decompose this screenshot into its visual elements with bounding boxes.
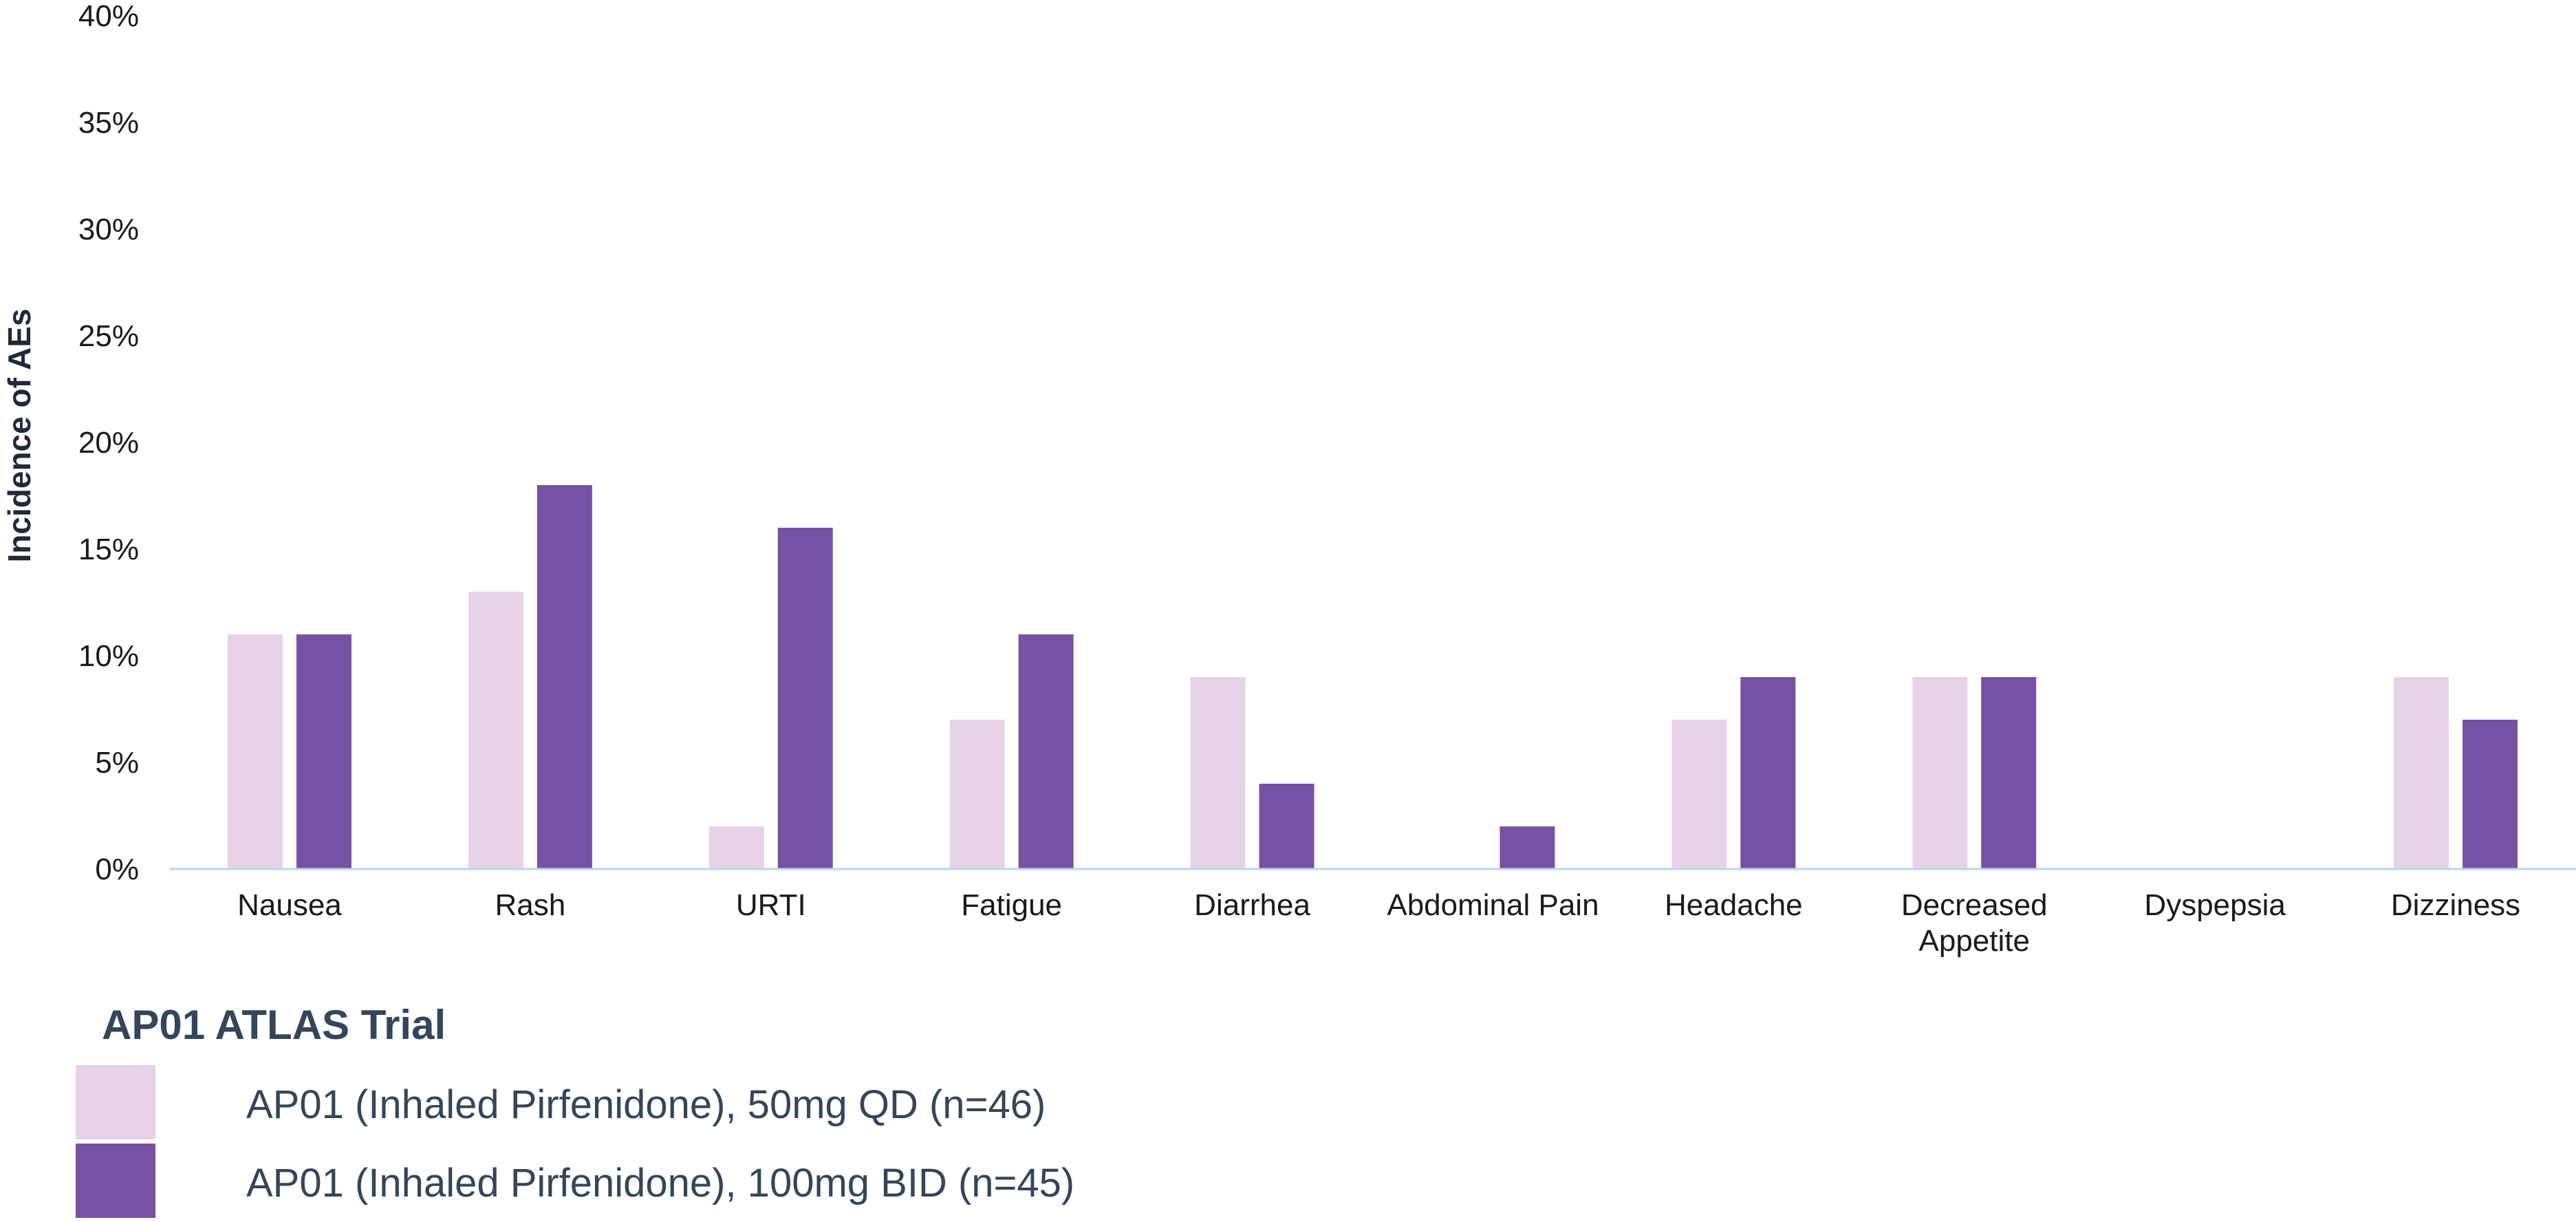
y-tick-label: 10% bbox=[78, 639, 139, 673]
y-axis-label: Incidence of AEs bbox=[1, 309, 37, 563]
legend-item-50mg: AP01 (Inhaled Pirfenidone), 50mg QD (n=4… bbox=[76, 1065, 1245, 1141]
legend-label-50mg: AP01 (Inhaled Pirfenidone), 50mg QD (n=4… bbox=[246, 1082, 1046, 1127]
y-tick-label: 25% bbox=[78, 319, 139, 353]
legend-label-100mg: AP01 (Inhaled Pirfenidone), 100mg BID (n… bbox=[246, 1161, 1075, 1205]
y-tick-label: 30% bbox=[78, 213, 139, 246]
bar-series2 bbox=[296, 634, 351, 869]
bar-series2 bbox=[2463, 720, 2518, 869]
bars bbox=[227, 485, 2518, 869]
x-tick-label: Dyspepsia bbox=[2144, 888, 2286, 922]
bar-series1 bbox=[708, 826, 764, 869]
x-tick-label: Diarrhea bbox=[1194, 888, 1310, 922]
bar-series1 bbox=[1912, 677, 1968, 869]
x-tick-label: Fatigue bbox=[961, 888, 1062, 922]
legend-swatch-100mg bbox=[76, 1144, 155, 1218]
bar-series1 bbox=[468, 592, 523, 869]
y-tick-label: 20% bbox=[78, 426, 139, 460]
x-tick-label: Decreased Appetite bbox=[1901, 888, 2048, 958]
bar-series1 bbox=[2394, 677, 2449, 869]
bar-series2 bbox=[1259, 784, 1314, 869]
x-tick-label: Nausea bbox=[237, 888, 342, 922]
bar-series2 bbox=[1018, 634, 1074, 869]
bar-series2 bbox=[537, 485, 592, 869]
y-tick-label: 40% bbox=[78, 0, 139, 33]
bar-series2 bbox=[1500, 826, 1555, 869]
x-tick-label: Abdominal Pain bbox=[1387, 888, 1599, 922]
bar-series2 bbox=[1981, 677, 2037, 869]
x-tick-label: URTI bbox=[736, 888, 806, 922]
x-tick-label: Headache bbox=[1665, 888, 1803, 922]
y-tick-label: 5% bbox=[95, 746, 139, 780]
y-tick-label: 0% bbox=[95, 853, 139, 886]
bar-series2 bbox=[1740, 677, 1796, 869]
x-tick-label: Rash bbox=[495, 888, 565, 922]
y-tick-label: 15% bbox=[78, 533, 139, 566]
bar-series1 bbox=[1671, 720, 1727, 869]
x-axis-ticks: Nausea Rash URTI Fatigue Diarrhea Abdominal P… bbox=[237, 888, 2520, 958]
legend-swatch-50mg bbox=[76, 1065, 155, 1139]
y-axis-ticks: 0% 5% 10% 15% 20% 25% 30% 35% 40% bbox=[78, 0, 139, 886]
legend-item-100mg: AP01 (Inhaled Pirfenidone), 100mg BID (n… bbox=[76, 1144, 1245, 1219]
bar-series1 bbox=[227, 634, 283, 869]
bar-series1 bbox=[949, 720, 1005, 869]
y-tick-label: 35% bbox=[78, 106, 139, 140]
legend-title: AP01 ATLAS Trial bbox=[102, 1002, 446, 1048]
x-tick-label: Dizziness bbox=[2391, 888, 2520, 922]
bar-series1 bbox=[1190, 677, 1246, 869]
bar-series2 bbox=[777, 528, 833, 869]
